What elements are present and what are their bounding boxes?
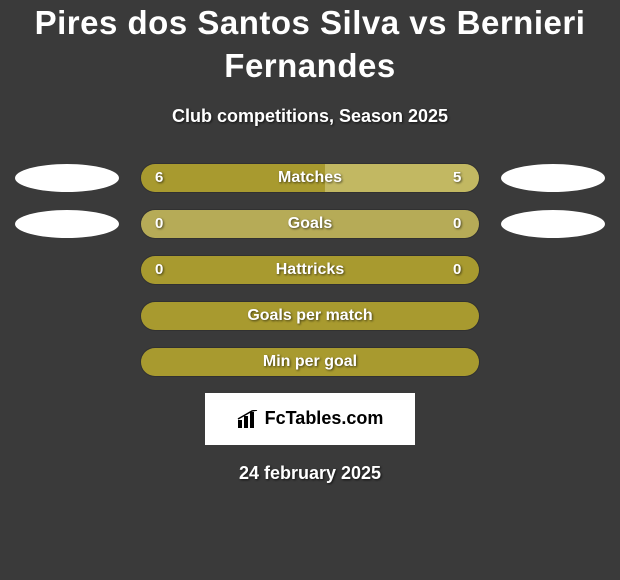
stat-label: Min per goal — [141, 353, 479, 371]
branding-badge: FcTables.com — [205, 393, 415, 445]
avatar-placeholder-right — [498, 210, 608, 238]
page-title: Pires dos Santos Silva vs Bernieri Ferna… — [0, 2, 620, 88]
avatar-placeholder-left — [12, 164, 122, 192]
stat-row-hattricks: 0 Hattricks 0 — [0, 255, 620, 285]
stat-rows: 6 Matches 5 0 — [0, 163, 620, 377]
stat-row-goals-per-match: Goals per match — [0, 301, 620, 331]
stat-bar: 6 Matches 5 — [140, 163, 480, 193]
bar-overlay: 0 Goals 0 — [141, 210, 479, 238]
stat-bar-holder: 0 Hattricks 0 — [140, 255, 480, 285]
stat-bar: Goals per match — [140, 301, 480, 331]
oval-icon — [501, 210, 605, 238]
stat-row-min-per-goal: Min per goal — [0, 347, 620, 377]
avatar-placeholder-left — [12, 210, 122, 238]
stat-bar: 0 Goals 0 — [140, 209, 480, 239]
oval-icon — [15, 210, 119, 238]
bar-overlay: 6 Matches 5 — [141, 164, 479, 192]
bar-chart-icon — [237, 410, 259, 428]
stat-bar: 0 Hattricks 0 — [140, 255, 480, 285]
bar-overlay: Goals per match — [141, 302, 479, 330]
stat-bar-holder: 0 Goals 0 — [140, 209, 480, 239]
infographic-container: Pires dos Santos Silva vs Bernieri Ferna… — [0, 0, 620, 484]
stat-label: Hattricks — [141, 261, 479, 279]
stat-label: Goals per match — [141, 307, 479, 325]
stat-bar-holder: 6 Matches 5 — [140, 163, 480, 193]
avatar-placeholder-right — [498, 164, 608, 192]
stat-bar-holder: Min per goal — [140, 347, 480, 377]
date-stamp: 24 february 2025 — [0, 463, 620, 484]
stat-bar-holder: Goals per match — [140, 301, 480, 331]
page-subtitle: Club competitions, Season 2025 — [0, 106, 620, 127]
oval-icon — [501, 164, 605, 192]
stat-bar: Min per goal — [140, 347, 480, 377]
stat-row-matches: 6 Matches 5 — [0, 163, 620, 193]
bar-overlay: 0 Hattricks 0 — [141, 256, 479, 284]
oval-icon — [15, 164, 119, 192]
branding-text: FcTables.com — [265, 408, 384, 429]
stat-row-goals: 0 Goals 0 — [0, 209, 620, 239]
bar-overlay: Min per goal — [141, 348, 479, 376]
stat-label: Matches — [141, 169, 479, 187]
stat-label: Goals — [141, 215, 479, 233]
